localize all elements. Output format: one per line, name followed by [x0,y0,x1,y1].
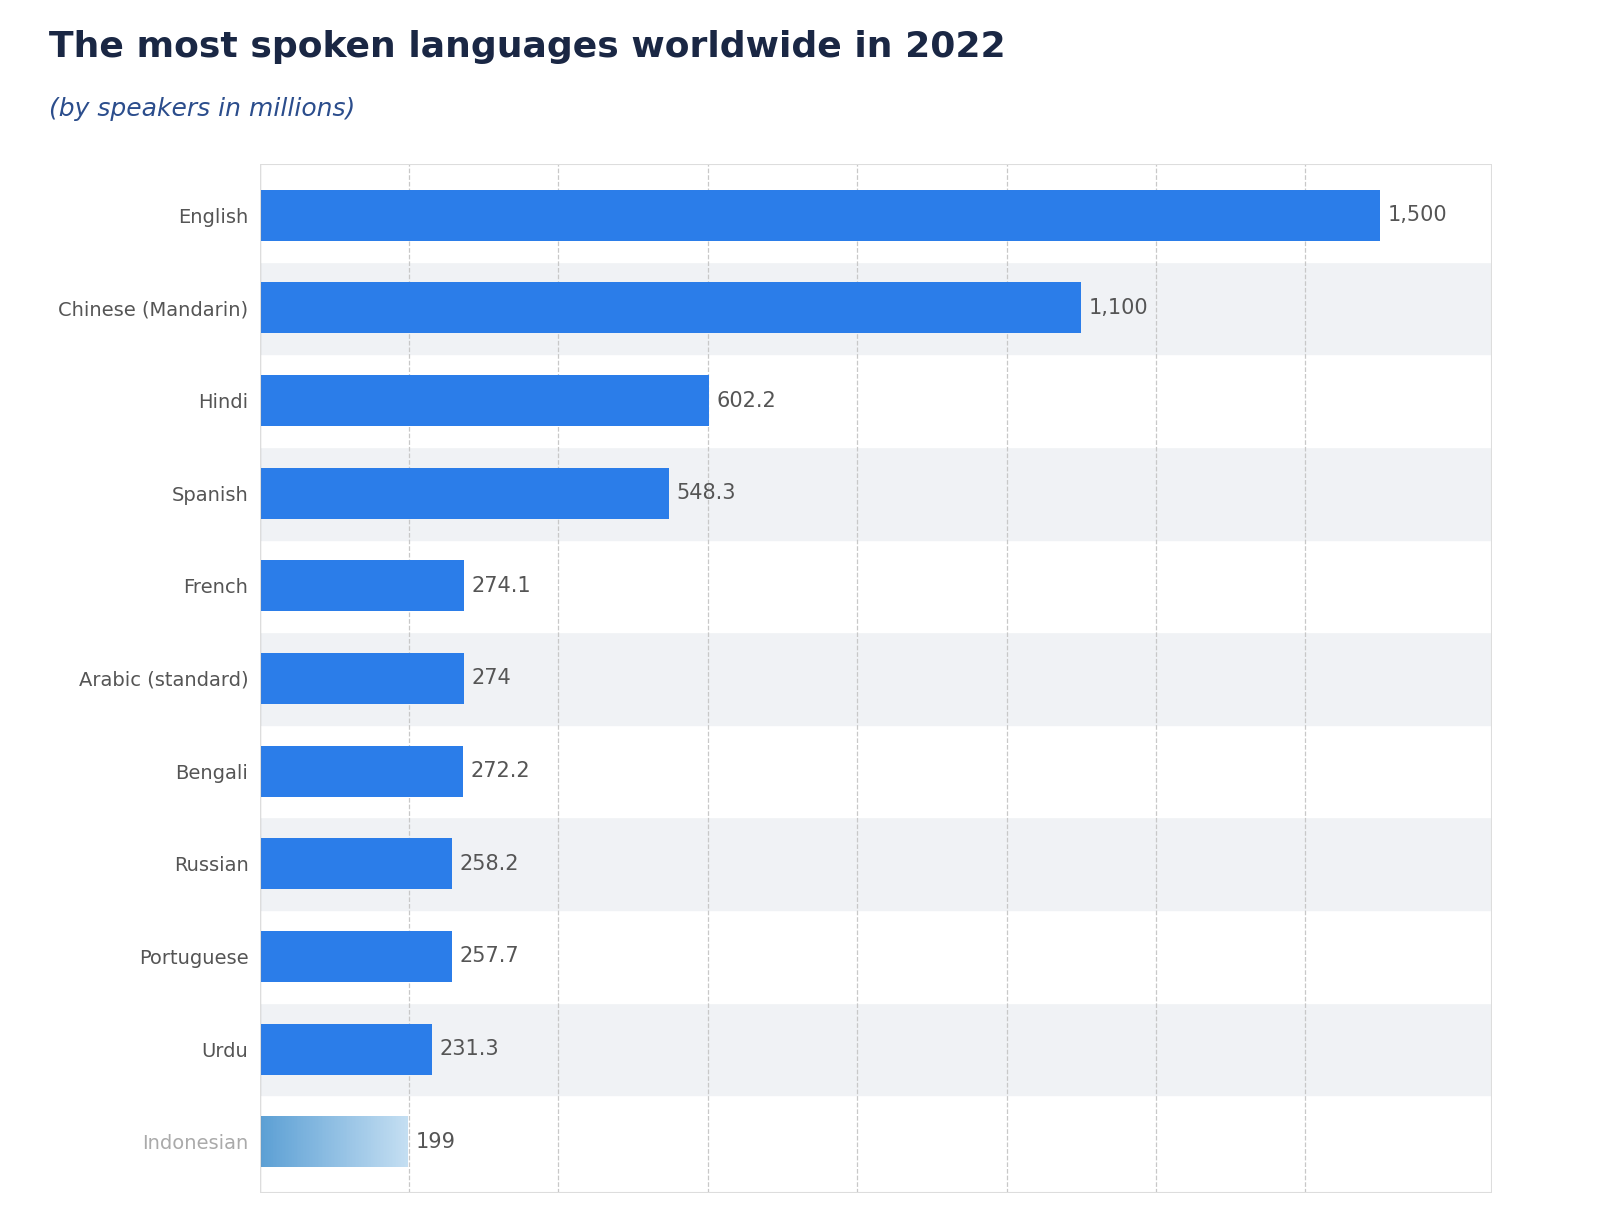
Bar [260,282,1082,333]
Bar [260,931,453,982]
Text: 258.2: 258.2 [461,854,519,874]
Bar [260,1023,433,1075]
Text: (by speakers in millions): (by speakers in millions) [49,97,355,122]
Bar [260,169,1492,262]
Bar [260,539,1492,632]
Bar [260,1003,1492,1095]
Bar [260,164,1492,1193]
Text: 274: 274 [472,668,511,689]
Bar [260,1095,1492,1188]
Bar [260,818,1492,910]
Bar [260,560,464,611]
Bar [260,910,1492,1003]
Bar [260,354,1492,447]
Text: 231.3: 231.3 [440,1039,500,1059]
Text: 272.2: 272.2 [470,761,530,781]
Bar [260,632,1492,725]
Text: 257.7: 257.7 [459,947,519,966]
Bar [260,447,1492,539]
Bar [260,262,1492,354]
Text: 274.1: 274.1 [472,576,532,596]
Text: 602.2: 602.2 [717,391,777,410]
Bar [260,375,709,426]
Text: 199: 199 [415,1132,456,1151]
Text: 1,100: 1,100 [1088,298,1148,318]
Text: The most spoken languages worldwide in 2022: The most spoken languages worldwide in 2… [49,30,1006,65]
Text: 1,500: 1,500 [1388,206,1447,225]
Bar [260,654,464,703]
Bar [260,467,670,518]
Bar [260,190,1380,241]
Bar [260,725,1492,818]
Bar [260,839,453,890]
Bar [260,746,462,797]
Text: 548.3: 548.3 [676,483,736,503]
